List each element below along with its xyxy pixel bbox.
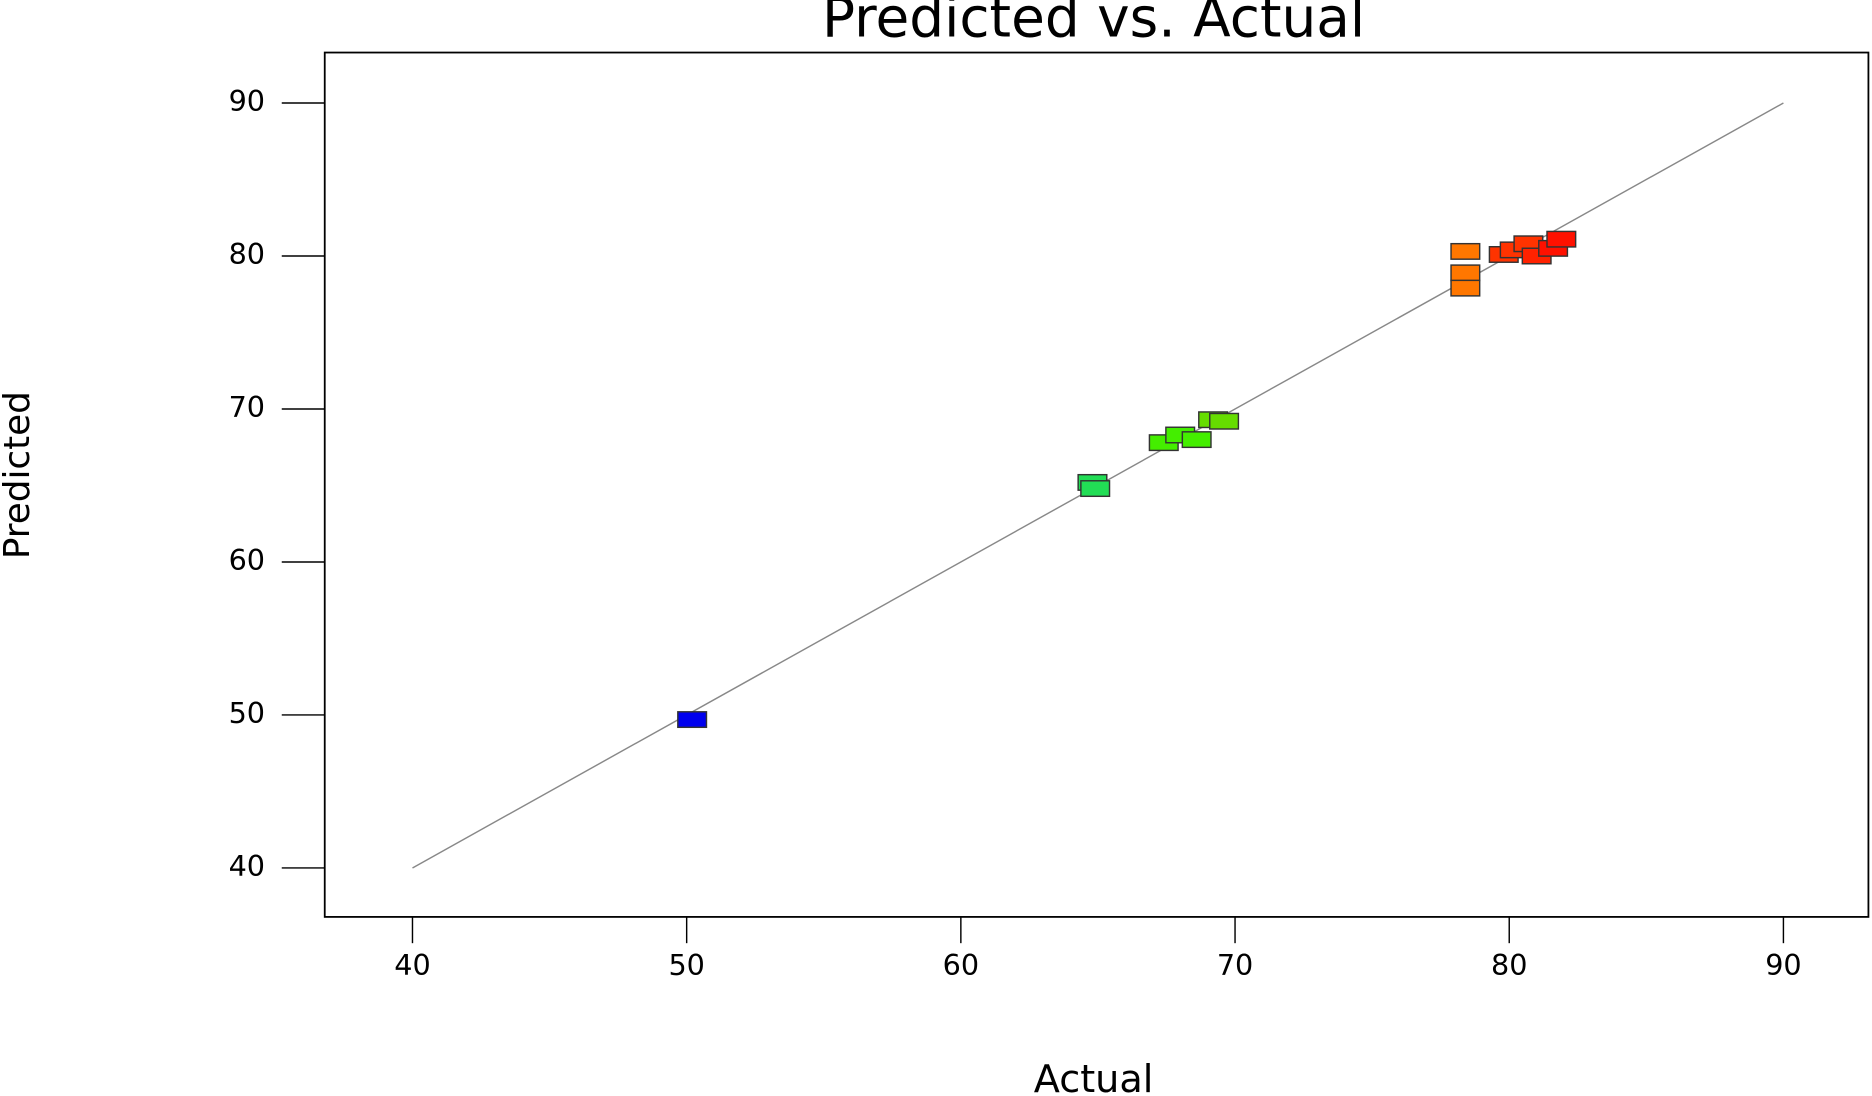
x-tick-label: 70: [1217, 948, 1253, 982]
x-tick-label: 90: [1765, 948, 1801, 982]
point: [1181, 431, 1212, 449]
point: [1546, 230, 1577, 248]
y-tick-label: 90: [229, 84, 265, 118]
x-tick-label: 50: [668, 948, 704, 982]
point: [1450, 242, 1481, 260]
point: [677, 711, 708, 729]
point: [1209, 412, 1240, 430]
x-tick-label: 80: [1491, 948, 1527, 982]
point: [1080, 480, 1111, 498]
y-tick-label: 60: [229, 543, 265, 577]
point: [1450, 264, 1481, 282]
x-tick-label: 40: [394, 948, 430, 982]
point: [1450, 279, 1481, 297]
y-tick-label: 70: [229, 390, 265, 424]
y-tick-label: 50: [229, 696, 265, 730]
x-tick-label: 60: [943, 948, 979, 982]
y-axis-label: Predicted: [0, 391, 38, 559]
y-tick-label: 40: [229, 849, 265, 883]
chart-title: Predicted vs. Actual: [822, 0, 1365, 50]
x-axis-label: Actual: [1034, 1058, 1154, 1096]
plot-frame: [323, 51, 1870, 918]
y-tick-label: 80: [229, 237, 265, 271]
